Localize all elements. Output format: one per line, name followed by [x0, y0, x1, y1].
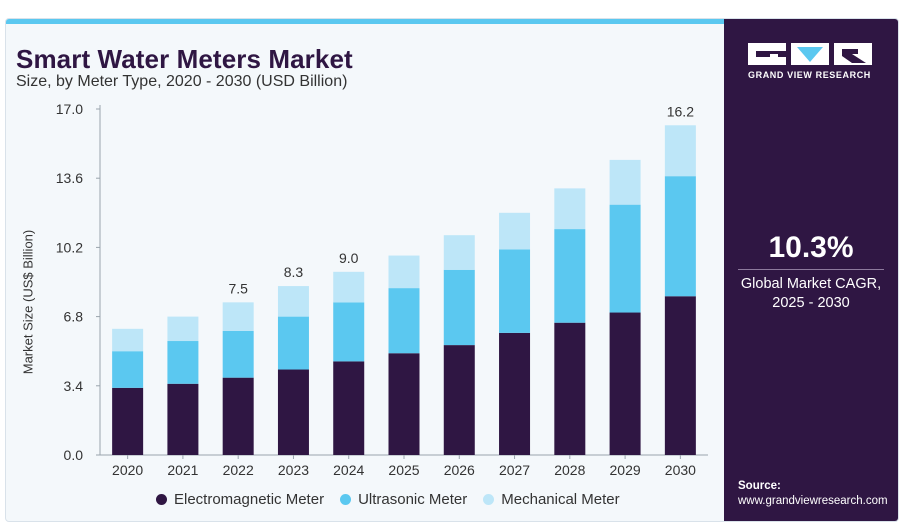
y-tick-label: 17.0	[56, 101, 83, 117]
chart-panel: Smart Water Meters Market Size, by Meter…	[6, 24, 724, 521]
bar-ultrasonic-meter	[443, 269, 475, 346]
bar-ultrasonic-meter	[277, 316, 309, 370]
x-tick-label: 2027	[499, 462, 530, 478]
bar-ultrasonic-meter	[333, 302, 365, 362]
bar-electromagnetic-meter	[277, 369, 309, 455]
legend-swatch	[340, 494, 352, 505]
bar-ultrasonic-meter	[664, 176, 696, 297]
x-tick-label: 2022	[223, 462, 254, 478]
bar-ultrasonic-meter	[499, 249, 531, 333]
bar-electromagnetic-meter	[167, 383, 199, 455]
bar-mechanical-meter	[277, 286, 309, 317]
bar-mechanical-meter	[333, 271, 365, 303]
bar-ultrasonic-meter	[388, 288, 420, 354]
y-tick-label: 6.8	[64, 309, 84, 325]
bar-ultrasonic-meter	[609, 204, 641, 313]
bar-mechanical-meter	[664, 125, 696, 177]
bar-electromagnetic-meter	[664, 296, 696, 455]
source-url[interactable]: www.grandviewresearch.com	[738, 495, 888, 507]
bar-ultrasonic-meter	[554, 229, 586, 323]
accent-bar	[6, 19, 726, 24]
bar-mechanical-meter	[167, 316, 199, 342]
y-tick-label: 13.6	[56, 170, 83, 186]
bar-ultrasonic-meter	[167, 341, 199, 384]
x-tick-label: 2020	[112, 462, 143, 478]
x-tick-label: 2025	[388, 462, 419, 478]
report-card: Smart Water Meters Market Size, by Meter…	[5, 18, 899, 522]
x-tick-label: 2029	[610, 462, 641, 478]
bar-electromagnetic-meter	[499, 332, 531, 455]
chart-subtitle: Size, by Meter Type, 2020 - 2030 (USD Bi…	[16, 73, 348, 90]
bar-mechanical-meter	[499, 212, 531, 250]
x-tick-label: 2030	[665, 462, 696, 478]
x-tick-label: 2023	[278, 462, 309, 478]
x-tick-label: 2026	[444, 462, 475, 478]
legend-label: Electromagnetic Meter	[174, 491, 325, 508]
x-tick-label: 2021	[167, 462, 198, 478]
cagr-value: 10.3%	[768, 231, 854, 264]
legend-item: Mechanical Meter	[483, 491, 620, 508]
bar-mechanical-meter	[222, 302, 254, 331]
total-label: 7.5	[228, 280, 248, 296]
x-tick-label: 2028	[554, 462, 585, 478]
bar-ultrasonic-meter	[222, 330, 254, 378]
legend-swatch	[156, 494, 167, 505]
gvr-logo-icon	[748, 43, 872, 65]
legend-swatch	[483, 494, 495, 505]
bar-mechanical-meter	[112, 328, 144, 352]
bar-electromagnetic-meter	[609, 312, 641, 455]
legend-label: Mechanical Meter	[501, 491, 620, 508]
y-tick-label: 10.2	[56, 239, 83, 255]
total-label: 9.0	[339, 250, 359, 266]
x-tick-label: 2024	[333, 462, 364, 478]
cagr-label: Global Market CAGR, 2025 - 2030	[740, 276, 882, 311]
bar-electromagnetic-meter	[388, 353, 420, 455]
bar-mechanical-meter	[609, 159, 641, 205]
sidebar: GRAND VIEW RESEARCH 10.3% Global Market …	[724, 19, 898, 521]
y-tick-label: 3.4	[64, 378, 84, 394]
source-note: Source: www.grandviewresearch.com	[738, 479, 888, 509]
divider	[738, 269, 884, 270]
brand-name: GRAND VIEW RESEARCH	[748, 70, 871, 80]
chart-title: Smart Water Meters Market	[16, 44, 353, 74]
legend-item: Ultrasonic Meter	[340, 491, 467, 508]
total-label: 8.3	[284, 264, 304, 280]
bar-electromagnetic-meter	[443, 345, 475, 455]
bar-mechanical-meter	[554, 188, 586, 230]
bar-electromagnetic-meter	[112, 387, 144, 455]
bar-chart: 0.0 3.4 6.8 10.2 13.6 17.0 2020 2021 7.5 2022 8.3 2…	[56, 101, 708, 478]
bar-electromagnetic-meter	[222, 377, 254, 455]
bar-electromagnetic-meter	[554, 322, 586, 455]
bar-electromagnetic-meter	[333, 361, 365, 455]
legend-item: Electromagnetic Meter	[156, 491, 324, 508]
chart-legend: Electromagnetic Meter Ultrasonic Meter Mec…	[156, 491, 620, 508]
total-label: 16.2	[667, 103, 694, 119]
brand-logo: GRAND VIEW RESEARCH	[748, 43, 876, 80]
bar-ultrasonic-meter	[112, 351, 144, 388]
source-label: Source:	[738, 480, 781, 492]
legend-label: Ultrasonic Meter	[358, 491, 468, 508]
y-tick-label: 0.0	[64, 447, 84, 463]
bar-mechanical-meter	[443, 235, 475, 270]
bar-mechanical-meter	[388, 255, 420, 289]
